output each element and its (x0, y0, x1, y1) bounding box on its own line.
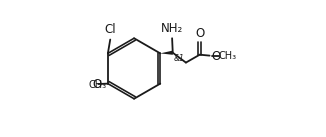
Text: Cl: Cl (104, 23, 116, 36)
Polygon shape (160, 51, 173, 55)
Text: NH₂: NH₂ (161, 22, 183, 35)
Text: CH₃: CH₃ (88, 80, 106, 90)
Text: &1: &1 (174, 54, 185, 63)
Text: O: O (211, 49, 220, 62)
Text: CH₃: CH₃ (219, 51, 237, 61)
Text: O: O (195, 27, 204, 40)
Text: O: O (92, 78, 101, 91)
